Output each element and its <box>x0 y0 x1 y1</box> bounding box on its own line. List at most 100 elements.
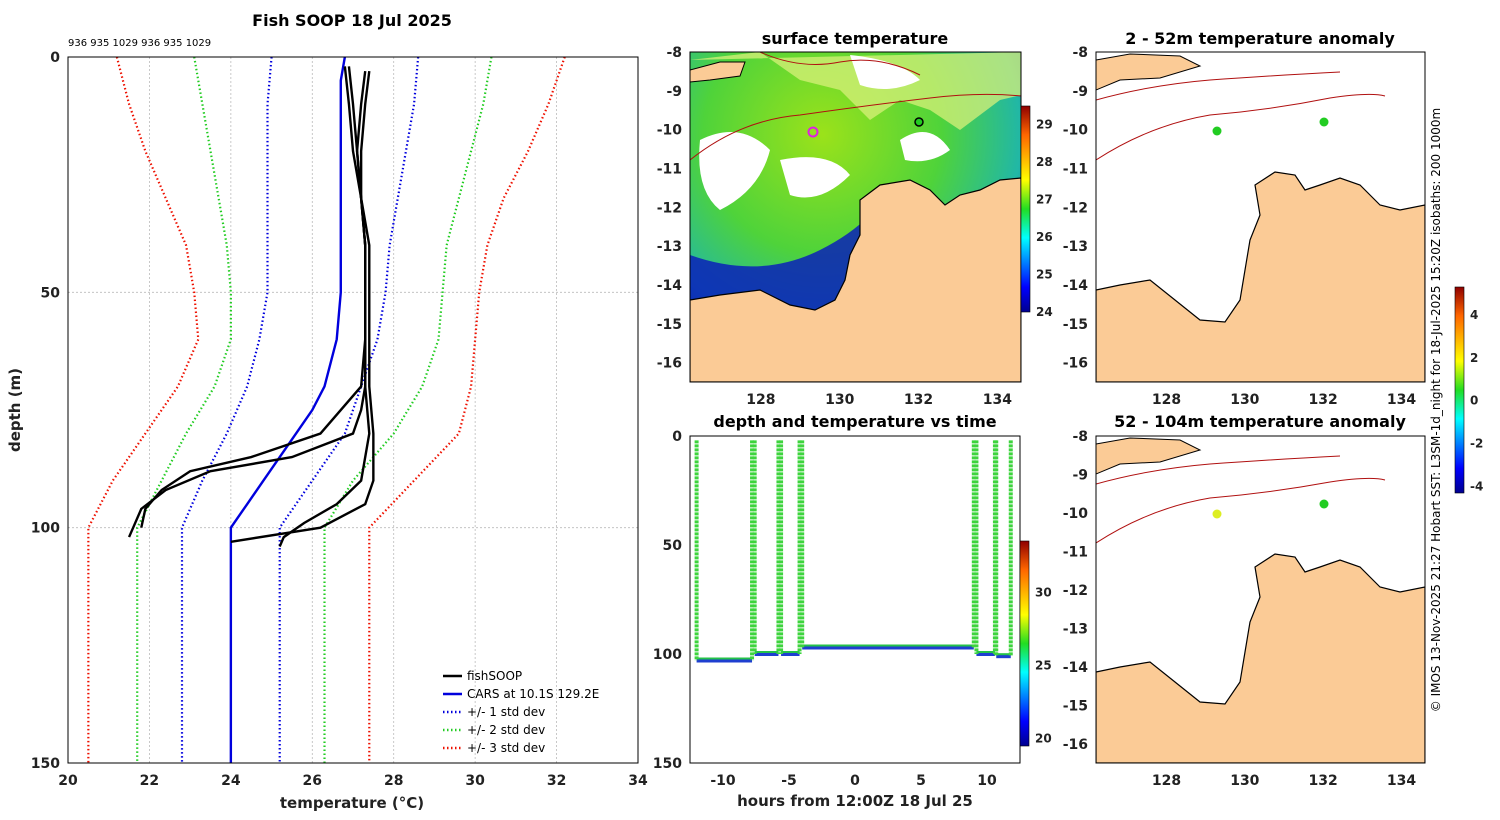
time-ytick-label: 0 <box>672 429 682 445</box>
anom2-xtick-label: 130 <box>1230 773 1259 789</box>
sst-island <box>690 61 746 83</box>
sst-ytick-label: -15 <box>657 317 682 333</box>
sst-colorbar-tick: 26 <box>1036 230 1053 244</box>
profile-xtick-label: 22 <box>140 773 159 789</box>
sst-cloud-mask <box>699 55 950 210</box>
sst-colorbar-tick: 24 <box>1036 305 1053 319</box>
sst-ytick-label: -9 <box>666 84 682 100</box>
anom2-xtick-label: 132 <box>1309 773 1338 789</box>
profile-series-line <box>278 70 371 547</box>
sst-colorbar-tick: 28 <box>1036 155 1053 169</box>
sst-xtick-label: 132 <box>904 392 933 408</box>
legend-label: CARS at 10.1S 129.2E <box>467 687 599 701</box>
sst-ytick-label: -10 <box>657 123 683 139</box>
sst-ytick-label: -16 <box>657 356 682 372</box>
time-ytick-label: 50 <box>663 538 683 554</box>
time-ytick-label: 100 <box>653 647 682 663</box>
anom1-ytick-label: -8 <box>1072 45 1088 61</box>
profile-series-line <box>368 56 566 763</box>
time-title: depth and temperature vs time <box>713 412 996 431</box>
profile-panel: Fish SOOP 18 Jul 2025 936 935 1029 936 9… <box>6 11 648 812</box>
time-xtick-label: 5 <box>916 773 926 789</box>
profile-ytick-label: 50 <box>41 285 61 301</box>
sst-station-marker <box>807 126 819 138</box>
anom2-ytick-label: -8 <box>1072 429 1088 445</box>
profile-series-line <box>87 56 200 763</box>
anom1-isobath-200 <box>1096 93 1386 161</box>
anom-colorbar-tick: 4 <box>1470 308 1478 322</box>
sst-ytick-label: -14 <box>657 278 683 294</box>
profile-xtick-label: 26 <box>303 773 322 789</box>
sst-xtick-label: 128 <box>746 392 775 408</box>
anom2-panel: 52 - 104m temperature anomaly 128 130 132 1… <box>1063 286 1483 789</box>
anom1-ytick-label: -14 <box>1063 278 1089 294</box>
time-xtick-label: 0 <box>850 773 860 789</box>
legend-label: +/- 2 std dev <box>467 723 545 737</box>
profile-ids: 936 935 1029 936 935 1029 <box>68 38 211 49</box>
anom-colorbar-tick: 2 <box>1470 351 1478 365</box>
time-xtick-label: -10 <box>710 773 736 789</box>
sst-xtick-label: 134 <box>983 392 1012 408</box>
profile-series-line <box>278 56 420 763</box>
anom1-point-1 <box>1212 126 1222 136</box>
anom1-ytick-label: -10 <box>1063 123 1089 139</box>
anom-colorbar-tick: -2 <box>1470 437 1483 451</box>
profile-xlabel: temperature (°C) <box>280 794 424 812</box>
time-xlabel: hours from 12:00Z 18 Jul 25 <box>737 792 973 810</box>
anom1-xtick-label: 132 <box>1309 392 1338 408</box>
anom2-ytick-label: -16 <box>1063 737 1088 753</box>
sst-isobath-1000 <box>759 52 921 76</box>
anom1-ytick-label: -16 <box>1063 356 1088 372</box>
time-xtick-label: 10 <box>977 773 997 789</box>
profile-series-line <box>323 56 493 763</box>
anom2-ytick-label: -15 <box>1063 698 1088 714</box>
profile-ylabel: depth (m) <box>6 368 24 452</box>
profile-series-line <box>127 66 367 538</box>
anom2-ytick-label: -13 <box>1063 621 1088 637</box>
anom2-xtick-label: 134 <box>1387 773 1416 789</box>
sst-map <box>690 52 1021 382</box>
profile-ticks: 20 22 24 26 28 30 32 34 0 50 100 150 <box>31 50 648 789</box>
anom1-island <box>1096 53 1202 91</box>
profile-legend: fishSOOP CARS at 10.1S 129.2E +/- 1 std de… <box>443 669 599 755</box>
sst-isobath-200 <box>690 93 1021 161</box>
sst-station-marker-2 <box>914 117 924 127</box>
sst-ytick-label: -8 <box>666 45 682 61</box>
profile-series-line <box>229 56 347 763</box>
legend-label: fishSOOP <box>467 669 522 683</box>
anom2-xtick-label: 128 <box>1152 773 1181 789</box>
anom2-map <box>1096 436 1425 763</box>
profile-ytick-label: 150 <box>31 756 60 772</box>
sst-colorbar-tick: 29 <box>1036 118 1053 132</box>
anom2-land <box>1096 553 1425 763</box>
anom1-xtick-label: 128 <box>1152 392 1181 408</box>
profile-series-line <box>180 56 273 763</box>
profile-series-line <box>136 56 232 763</box>
anom1-point-2 <box>1319 117 1329 127</box>
anom1-xtick-label: 134 <box>1387 392 1416 408</box>
anom2-axes-box <box>1095 435 1426 764</box>
sst-land <box>690 177 1021 382</box>
anom1-ytick-label: -12 <box>1063 200 1088 216</box>
sst-warm-patch <box>690 52 1021 130</box>
sst-colorbar-tick: 25 <box>1036 268 1053 282</box>
sst-ytick-label: -13 <box>657 239 682 255</box>
anom-colorbar-tick: -4 <box>1470 480 1483 494</box>
anom2-ticks: 128 130 132 134 -8 -9 -10 -11 -12 -13 -14 -15 -16 <box>1063 429 1417 789</box>
time-colorbar-tick: 20 <box>1035 732 1052 746</box>
anom2-isobath-200 <box>1096 477 1386 544</box>
sst-colorbar <box>1020 105 1031 313</box>
profile-lines <box>87 56 566 763</box>
credit-text: © IMOS 13-Nov-2025 21:27 Hobart SST: L3S… <box>1429 108 1443 712</box>
anom1-ticks: 128 130 132 134 -8 -9 -10 -11 -12 -13 -14 -15 -16 <box>1063 45 1417 408</box>
anom1-map <box>1096 52 1425 382</box>
profile-xtick-label: 32 <box>547 773 566 789</box>
sst-xtick-label: 130 <box>825 392 854 408</box>
time-colorbar <box>1019 540 1030 747</box>
sst-colorbar-tick: 27 <box>1036 193 1053 207</box>
sst-ticks: 128 130 132 134 -8 -9 -10 -11 -12 -13 -14 -15 -16 24 2… <box>657 45 1053 408</box>
time-axes-box <box>689 435 1021 764</box>
sst-title: surface temperature <box>762 29 949 48</box>
anom2-title: 52 - 104m temperature anomaly <box>1114 412 1406 431</box>
